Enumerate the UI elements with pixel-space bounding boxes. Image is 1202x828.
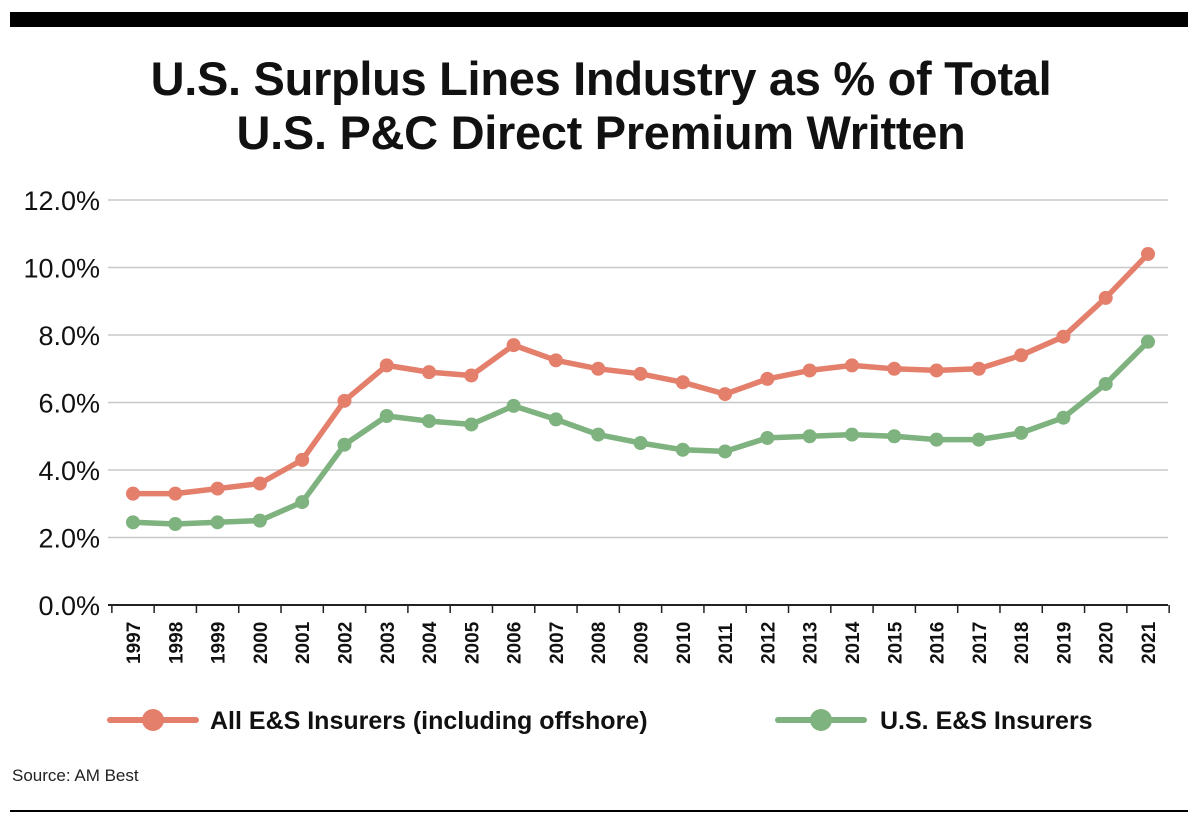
top-rule bbox=[10, 12, 1188, 27]
series-1-point bbox=[971, 361, 986, 376]
x-tick-label: 2000 bbox=[251, 622, 272, 664]
series-2-point bbox=[548, 412, 563, 427]
series-1-point bbox=[506, 338, 521, 353]
series-2-point bbox=[168, 517, 183, 531]
series-1-point bbox=[844, 358, 859, 373]
series-2-point bbox=[591, 427, 606, 442]
y-tick-label: 8.0% bbox=[38, 321, 100, 351]
y-tick-label: 10.0% bbox=[23, 254, 100, 284]
series-1-point bbox=[760, 371, 775, 386]
series-1-point bbox=[591, 361, 606, 376]
x-tick-label: 2007 bbox=[547, 622, 568, 664]
legend-label: All E&S Insurers (including offshore) bbox=[210, 707, 648, 735]
series-1-point bbox=[1098, 290, 1113, 305]
series-1-point bbox=[464, 368, 479, 383]
series-2-point bbox=[1098, 376, 1113, 391]
y-tick-label: 12.0% bbox=[23, 186, 100, 216]
x-tick-label: 2015 bbox=[885, 621, 906, 664]
series-2-point bbox=[295, 495, 310, 510]
series-2-point bbox=[718, 444, 733, 459]
series-1-point bbox=[675, 375, 690, 390]
series-1-point bbox=[252, 476, 267, 491]
legend-label: U.S. E&S Insurers bbox=[880, 707, 1093, 735]
x-tick-label: 2011 bbox=[716, 622, 737, 664]
x-tick-label: 2009 bbox=[632, 622, 653, 664]
legend: All E&S Insurers (including offshore) U.S… bbox=[107, 707, 1093, 735]
series-2-point bbox=[887, 429, 902, 444]
x-tick-label: 1999 bbox=[209, 622, 230, 664]
x-tick-label: 2017 bbox=[970, 622, 991, 664]
series-2-point bbox=[252, 513, 267, 528]
series-2-point bbox=[464, 417, 479, 432]
series-1-point bbox=[168, 486, 183, 501]
x-tick-label: 2002 bbox=[335, 622, 356, 664]
series-1-point bbox=[718, 387, 733, 402]
series-2-point bbox=[337, 437, 352, 452]
x-tick-label: 2020 bbox=[1097, 622, 1118, 664]
series-1-point bbox=[422, 365, 437, 380]
x-tick-label: 1997 bbox=[124, 622, 145, 664]
series-2-point bbox=[802, 429, 817, 444]
series-1-point bbox=[1056, 329, 1071, 344]
series-2-point bbox=[929, 432, 944, 447]
x-tick-label: 2006 bbox=[505, 622, 526, 664]
x-tick-label: 1998 bbox=[166, 622, 187, 664]
x-tick-label: 2014 bbox=[843, 621, 864, 664]
series-1-point bbox=[633, 366, 648, 381]
series-1-point bbox=[379, 358, 394, 373]
x-tick-label: 2012 bbox=[758, 622, 779, 664]
series-2-point bbox=[126, 515, 140, 530]
x-tick-label: 2004 bbox=[420, 621, 441, 664]
x-tick-label: 2016 bbox=[928, 622, 949, 664]
series-2-point bbox=[1014, 425, 1029, 440]
series-2-point bbox=[1141, 334, 1155, 349]
series-1-point bbox=[210, 481, 225, 496]
chart-title-line-2: U.S. P&C Direct Premium Written bbox=[236, 106, 966, 159]
series-2-point bbox=[675, 442, 690, 457]
legend-swatch-marker bbox=[810, 709, 832, 731]
x-tick-label: 2021 bbox=[1139, 621, 1160, 664]
series-1-point bbox=[1141, 247, 1155, 261]
series-2-point bbox=[760, 430, 775, 445]
series-1-point bbox=[337, 393, 352, 408]
x-tick-label: 2008 bbox=[589, 622, 610, 664]
series-1-point bbox=[802, 363, 817, 378]
series-1-point bbox=[295, 452, 310, 467]
series-2-point bbox=[506, 398, 521, 413]
x-tick-label: 2018 bbox=[1012, 622, 1033, 664]
x-tick-label: 2013 bbox=[801, 622, 822, 664]
series-2-point bbox=[422, 414, 437, 429]
series-2-point bbox=[1056, 410, 1071, 425]
chart-title-line-1: U.S. Surplus Lines Industry as % of Tota… bbox=[150, 52, 1052, 105]
y-tick-label: 0.0% bbox=[38, 591, 100, 621]
series-1-point bbox=[548, 353, 563, 368]
bottom-rule bbox=[10, 810, 1188, 812]
y-tick-label: 6.0% bbox=[38, 389, 100, 419]
x-tick-label: 2019 bbox=[1054, 622, 1075, 664]
x-tick-label: 2010 bbox=[674, 622, 695, 664]
series-1-point bbox=[887, 361, 902, 376]
y-tick-label: 4.0% bbox=[38, 456, 100, 486]
series-2-point bbox=[633, 436, 648, 450]
x-tick-label: 2001 bbox=[293, 621, 314, 664]
x-tick-label: 2005 bbox=[462, 621, 483, 664]
series-layer bbox=[126, 247, 1155, 531]
series-1-point bbox=[929, 363, 944, 378]
chart-title: U.S. Surplus Lines Industry as % of Tota… bbox=[0, 52, 1202, 160]
series-1-point bbox=[126, 486, 140, 501]
axis-layer: 0.0% 2.0% 4.0% 6.0% 8.0% 10.0% 12.0% 1997 1998 19… bbox=[23, 186, 1170, 664]
series-2-point bbox=[971, 432, 986, 447]
series-2-point bbox=[379, 409, 394, 423]
y-tick-label: 2.0% bbox=[38, 524, 100, 554]
series-2-point bbox=[844, 427, 859, 442]
source-note: Source: AM Best bbox=[12, 766, 139, 785]
series-1-point bbox=[1014, 348, 1029, 363]
legend-swatch-marker bbox=[142, 709, 164, 731]
x-tick-label: 2003 bbox=[378, 622, 399, 664]
series-2-point bbox=[210, 515, 225, 530]
